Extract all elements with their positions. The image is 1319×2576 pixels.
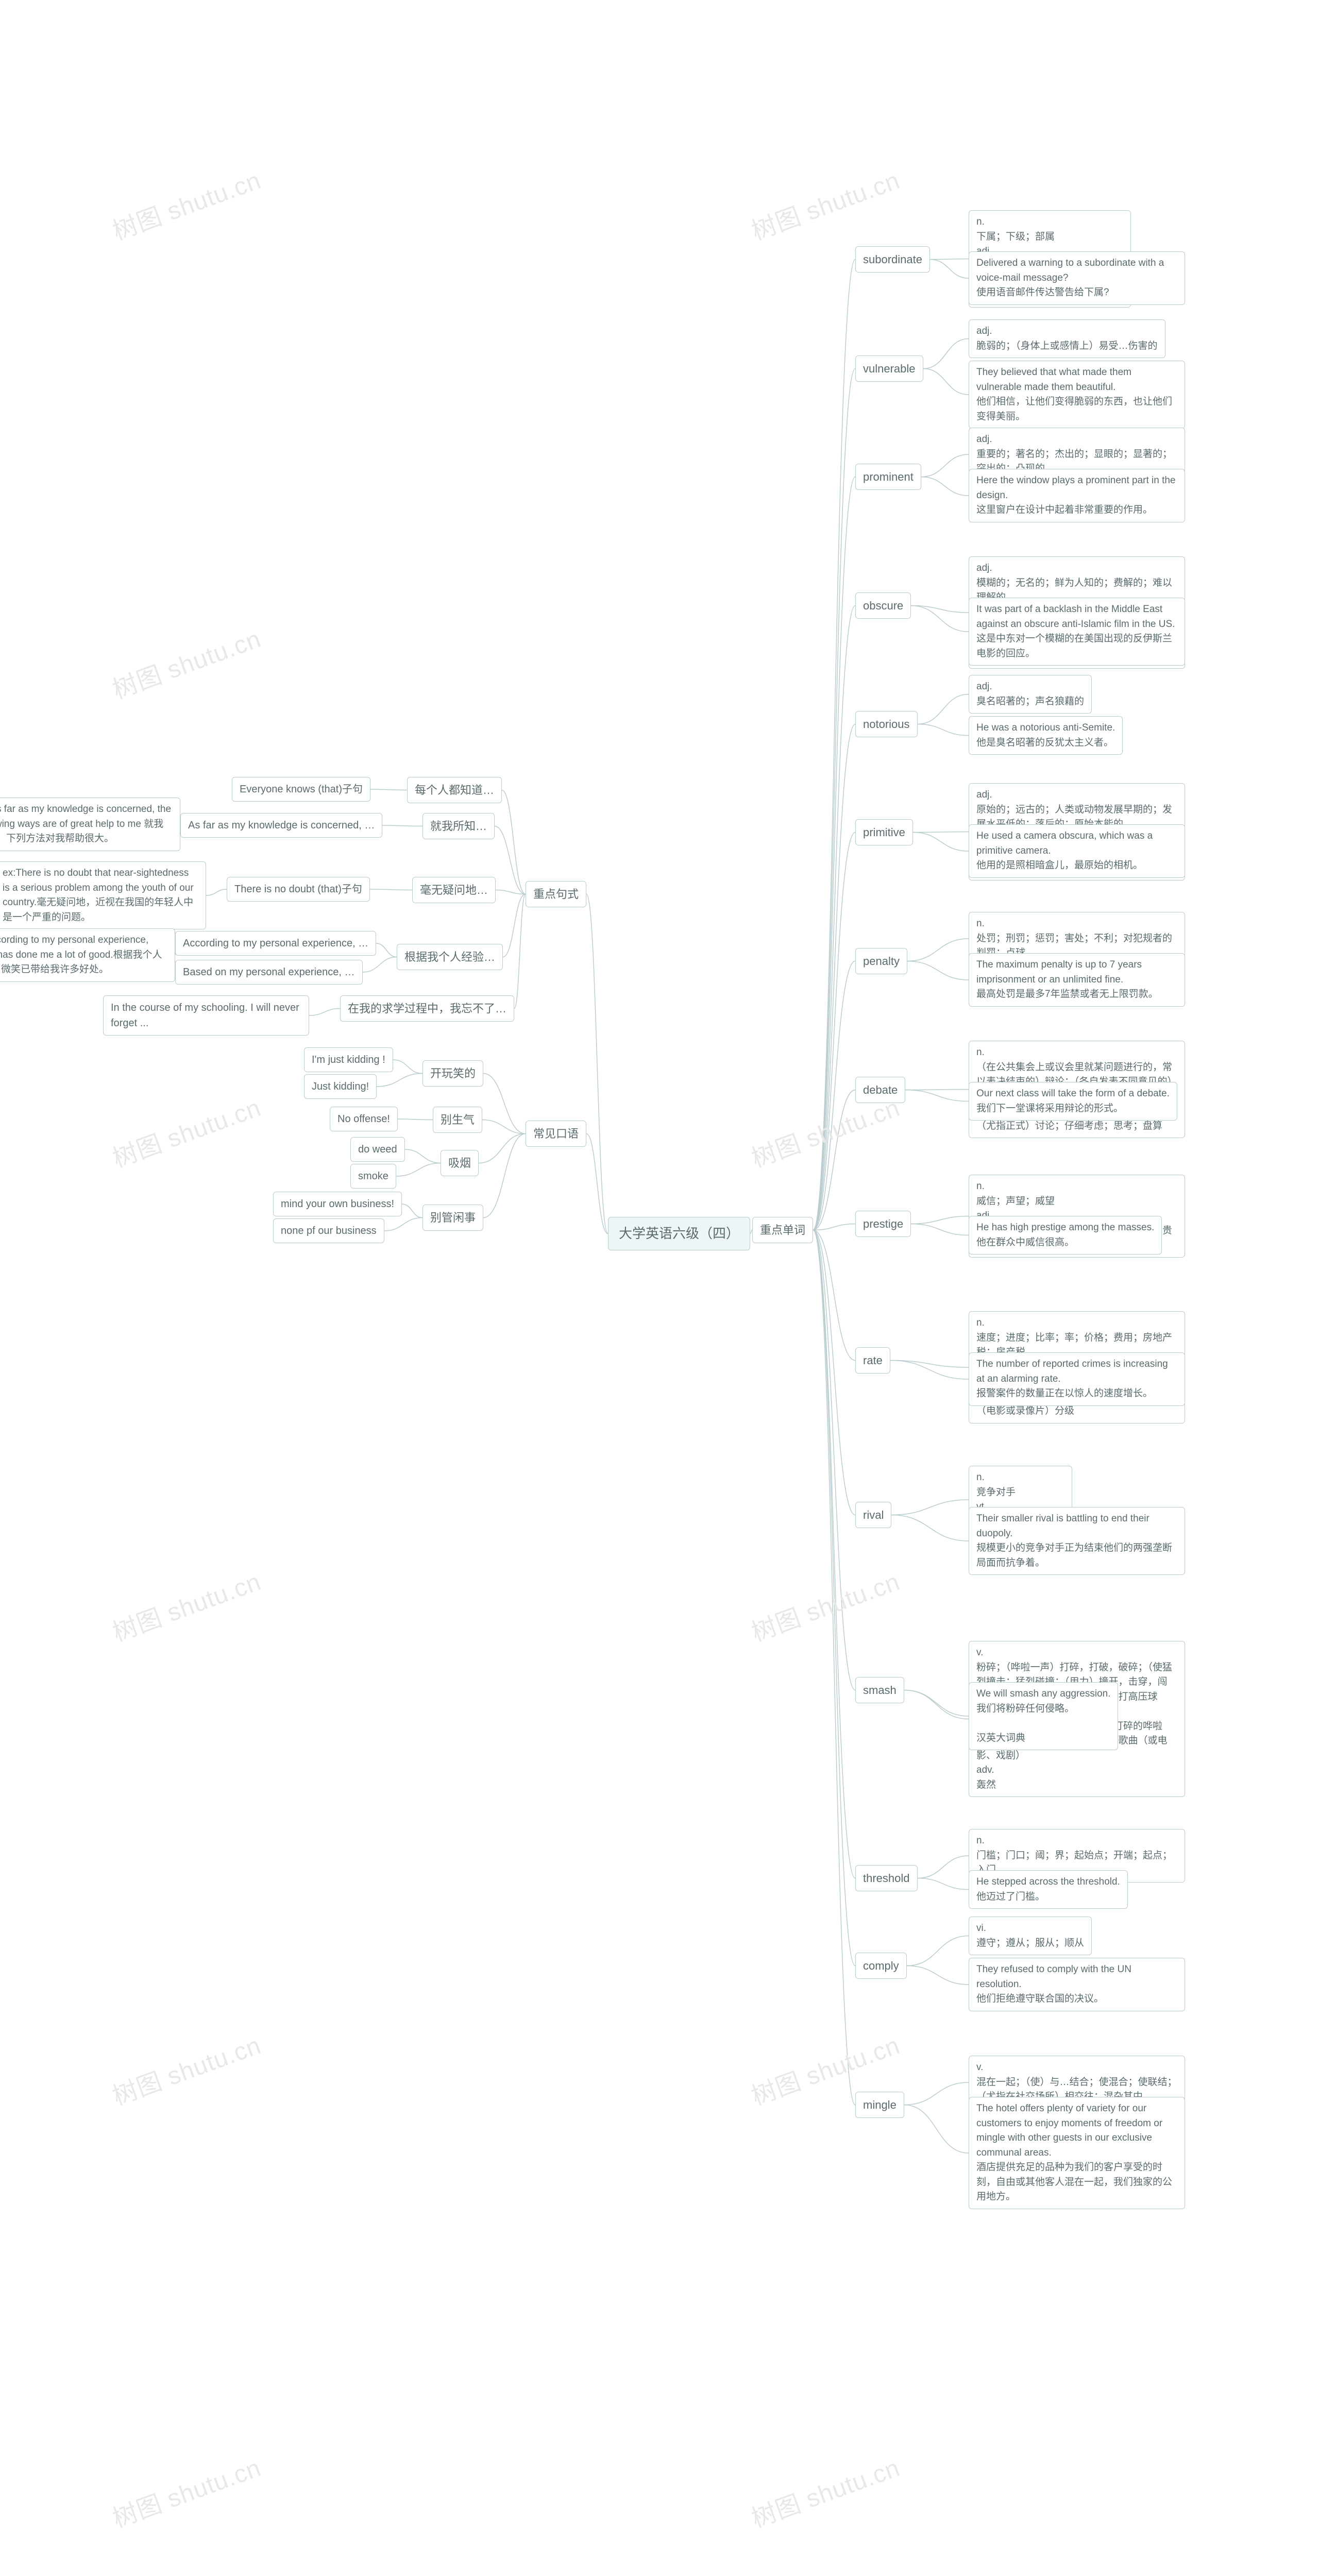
watermark: 树图 shutu.cn: [746, 1562, 904, 1649]
root-node: 大学英语六级（四）: [608, 1217, 750, 1250]
sentence-sub-3-1: Based on my personal experience, …: [175, 960, 363, 985]
spoken-sub-2-1: smoke: [350, 1164, 396, 1189]
word-prestige: prestige: [855, 1211, 911, 1237]
word-smash: smash: [855, 1677, 904, 1703]
word-rival-def-1: Their smaller rival is battling to end t…: [969, 1507, 1185, 1575]
spoken-sub-0-0: I'm just kidding !: [304, 1047, 393, 1072]
word-prestige-def-1: He has high prestige among the masses. 他…: [969, 1216, 1162, 1255]
word-notorious-def-0: adj. 臭名昭著的；声名狼藉的: [969, 675, 1092, 714]
sentence-sub-1: As far as my knowledge is concerned, …: [180, 813, 382, 838]
spoken-sub-0-1: Just kidding!: [304, 1074, 377, 1099]
word-rate-def-1: The number of reported crimes is increas…: [969, 1352, 1185, 1406]
branch-words: 重点单词: [752, 1217, 813, 1243]
word-comply-def-0: vi. 遵守；遵从；服从；顺从: [969, 1917, 1092, 1955]
watermark: 树图 shutu.cn: [107, 2025, 265, 2112]
watermark: 树图 shutu.cn: [107, 2448, 265, 2535]
spoken-sub-2-0: do weed: [350, 1137, 405, 1162]
branch-spoken: 常见口语: [526, 1121, 586, 1147]
word-vulnerable-def-1: They believed that what made them vulner…: [969, 361, 1185, 429]
spoken-label-3: 别管闲事: [422, 1205, 483, 1231]
word-obscure: obscure: [855, 592, 911, 619]
sentence-label-1: 就我所知…: [422, 813, 495, 839]
word-obscure-def-1: It was part of a backlash in the Middle …: [969, 598, 1185, 666]
sentence-label-3: 根据我个人经验…: [397, 944, 503, 970]
word-comply: comply: [855, 1953, 907, 1979]
watermark: 树图 shutu.cn: [107, 1562, 265, 1649]
word-threshold: threshold: [855, 1865, 918, 1891]
spoken-sub-3-0: mind your own business!: [273, 1192, 402, 1216]
word-mingle-def-1: The hotel offers plenty of variety for o…: [969, 2097, 1185, 2209]
word-prominent-def-1: Here the window plays a prominent part i…: [969, 469, 1185, 522]
sentence-sub-4: In the course of my schooling. I will ne…: [103, 995, 309, 1036]
word-smash-def-1: We will smash any aggression. 我们将粉碎任何侵略。…: [969, 1682, 1118, 1750]
spoken-label-1: 别生气: [433, 1107, 482, 1133]
sentence-label-0: 每个人都知道…: [407, 777, 502, 803]
word-rate: rate: [855, 1347, 890, 1374]
spoken-sub-1: No offense!: [330, 1107, 398, 1131]
word-notorious-def-1: He was a notorious anti-Semite. 他是臭名昭著的反…: [969, 716, 1123, 755]
word-debate: debate: [855, 1077, 905, 1103]
watermark: 树图 shutu.cn: [746, 2448, 904, 2535]
word-primitive-def-1: He used a camera obscura, which was a pr…: [969, 824, 1185, 878]
spoken-label-0: 开玩笑的: [422, 1060, 483, 1087]
sentence-label-4: 在我的求学过程中，我忘不了…: [340, 995, 514, 1022]
word-prominent: prominent: [855, 464, 921, 490]
sentence-sub-3-0: According to my personal experience, …: [175, 931, 376, 956]
word-subordinate: subordinate: [855, 246, 930, 273]
branch-sentences: 重点句式: [526, 881, 586, 907]
watermark: 树图 shutu.cn: [107, 1088, 265, 1175]
word-threshold-def-1: He stepped across the threshold. 他迈过了门槛。: [969, 1870, 1128, 1909]
word-subordinate-def-1: Delivered a warning to a subordinate wit…: [969, 251, 1185, 305]
word-primitive: primitive: [855, 819, 913, 845]
sentence-label-2: 毫无疑问地…: [412, 877, 496, 903]
word-mingle: mingle: [855, 2092, 904, 2118]
word-vulnerable: vulnerable: [855, 355, 923, 382]
spoken-label-2: 吸烟: [441, 1150, 479, 1176]
word-penalty-def-1: The maximum penalty is up to 7 years imp…: [969, 953, 1185, 1007]
watermark: 树图 shutu.cn: [107, 160, 265, 247]
word-rival: rival: [855, 1502, 891, 1528]
sentence-sub-2: There is no doubt (that)子句: [227, 877, 370, 902]
watermark: 树图 shutu.cn: [746, 160, 904, 247]
word-vulnerable-def-0: adj. 脆弱的；（身体上或感情上）易受…伤害的: [969, 319, 1165, 358]
sentence-sub-0: Everyone knows (that)子句: [232, 777, 370, 802]
word-comply-def-1: They refused to comply with the UN resol…: [969, 1958, 1185, 2011]
word-debate-def-1: Our next class will take the form of a d…: [969, 1082, 1177, 1121]
sentence-ex-2: ex:There is no doubt that near-sightedne…: [0, 861, 206, 929]
watermark: 树图 shutu.cn: [107, 619, 265, 706]
spoken-sub-3-1: none pf our business: [273, 1218, 384, 1243]
word-penalty: penalty: [855, 948, 907, 974]
sentence-ex-1: ex:As far as my knowledge is concerned, …: [0, 798, 180, 851]
sentence-ex-3: ex:According to my personal experience, …: [0, 928, 175, 982]
word-notorious: notorious: [855, 711, 918, 737]
